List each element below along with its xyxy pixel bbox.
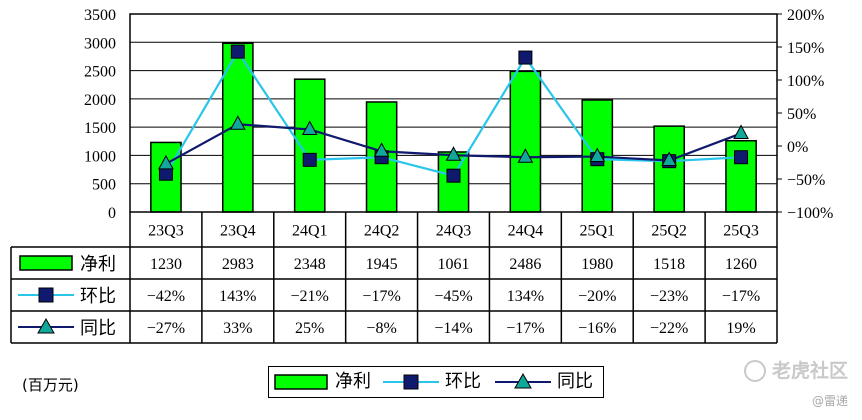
data-label: 2348 [294, 256, 326, 273]
chart: 0 500 1000 1500 2000 2500 3000 3500 −100% −50% 0% 5… [10, 7, 833, 344]
data-label: 1945 [366, 256, 398, 273]
data-label: −42% [147, 288, 185, 305]
data-label: 1061 [438, 256, 470, 273]
category-label: 24Q2 [364, 223, 400, 240]
data-label: 33% [223, 320, 252, 337]
marker-yoy [373, 142, 390, 157]
data-label: 25% [295, 320, 324, 337]
marker-yoy [445, 146, 462, 161]
category-label: 24Q4 [508, 223, 544, 240]
data-label: 2486 [509, 256, 541, 273]
category-label: 25Q2 [651, 223, 687, 240]
marker-yoy [158, 154, 174, 170]
category-label: 25Q1 [579, 223, 615, 240]
legend-label-profit: 净利 [335, 371, 371, 392]
legend-line-yoy-swatch [495, 372, 551, 389]
data-label: −16% [578, 320, 616, 337]
data-label: −17% [506, 320, 544, 337]
marker-qoq [230, 44, 245, 59]
data-label: 1230 [150, 256, 182, 273]
legend-bar-swatch [274, 374, 328, 390]
data-label: 1260 [725, 256, 757, 273]
y-tick-right: 200% [787, 7, 824, 24]
data-label: −23% [650, 288, 688, 305]
marker-qoq [518, 50, 533, 65]
marker-qoq [734, 150, 749, 165]
category-label: 25Q3 [723, 223, 759, 240]
row-key-square-marker [38, 287, 54, 303]
data-label: 2983 [222, 256, 254, 273]
data-label: −22% [650, 320, 688, 337]
y-tick-left: 3000 [84, 35, 116, 52]
y-tick-left: 1500 [84, 120, 116, 137]
category-label: 23Q4 [220, 223, 256, 240]
y-tick-left: 0 [108, 205, 116, 222]
marker-yoy [589, 147, 606, 163]
data-label: 19% [726, 320, 755, 337]
data-label: −45% [434, 288, 472, 305]
data-label: −14% [434, 320, 472, 337]
legend-label-yoy: 同比 [557, 371, 593, 392]
watermark-brand: 老虎社区 [771, 360, 848, 382]
legend-item-yoy: 同比 [493, 370, 601, 394]
legend: 净利 环比 同比 [268, 366, 604, 398]
data-label: −17% [362, 288, 400, 305]
category-label: 23Q3 [148, 223, 184, 240]
marker-yoy [517, 148, 534, 163]
y-tick-right: 50% [787, 106, 816, 123]
y-tick-right: −100% [787, 205, 833, 222]
legend-line-qoq-swatch [383, 374, 439, 390]
marker-qoq [446, 168, 461, 183]
marker-yoy [661, 151, 678, 167]
bar-profit [653, 125, 686, 213]
watermark: 老虎社区 [743, 356, 848, 383]
category-label: 24Q1 [292, 223, 328, 240]
row-key-bar [19, 255, 73, 271]
unit-label: (百万元) [22, 376, 79, 394]
y-tick-right: 0% [787, 139, 808, 156]
data-label: −27% [147, 320, 185, 337]
data-label: −17% [722, 288, 760, 305]
y-tick-left: 500 [92, 177, 116, 194]
y-tick-left: 1000 [84, 148, 116, 165]
data-label: 1518 [653, 256, 685, 273]
legend-item-qoq: 环比 [381, 370, 491, 394]
marker-yoy [733, 124, 749, 139]
data-label: 1980 [581, 256, 613, 273]
legend-item-profit: 净利 [273, 370, 381, 394]
plot-frame [129, 13, 778, 213]
y-tick-right: 100% [787, 73, 824, 90]
y-tick-left: 2500 [84, 64, 116, 81]
marker-qoq [302, 152, 317, 167]
marker-yoy [301, 120, 318, 135]
data-label: −20% [578, 288, 616, 305]
bar-profit [509, 70, 542, 213]
category-label: 24Q3 [436, 223, 472, 240]
row-key-triangle-marker [37, 317, 55, 334]
marker-yoy [229, 115, 246, 130]
tiger-logo-icon [743, 360, 766, 382]
data-label: 134% [507, 288, 544, 305]
y-tick-left: 3500 [84, 7, 116, 24]
row-label: 净利 [80, 254, 116, 275]
y-tick-left: 2000 [84, 92, 116, 109]
y-tick-right: 150% [787, 40, 824, 57]
y-tick-right: −50% [787, 172, 825, 189]
legend-label-qoq: 环比 [445, 371, 481, 392]
watermark-credit: @雷递 [811, 394, 848, 408]
data-label: −8% [366, 320, 396, 337]
row-label: 环比 [80, 286, 116, 307]
data-label: −21% [291, 288, 329, 305]
data-label: 143% [219, 288, 256, 305]
row-label: 同比 [80, 318, 116, 339]
